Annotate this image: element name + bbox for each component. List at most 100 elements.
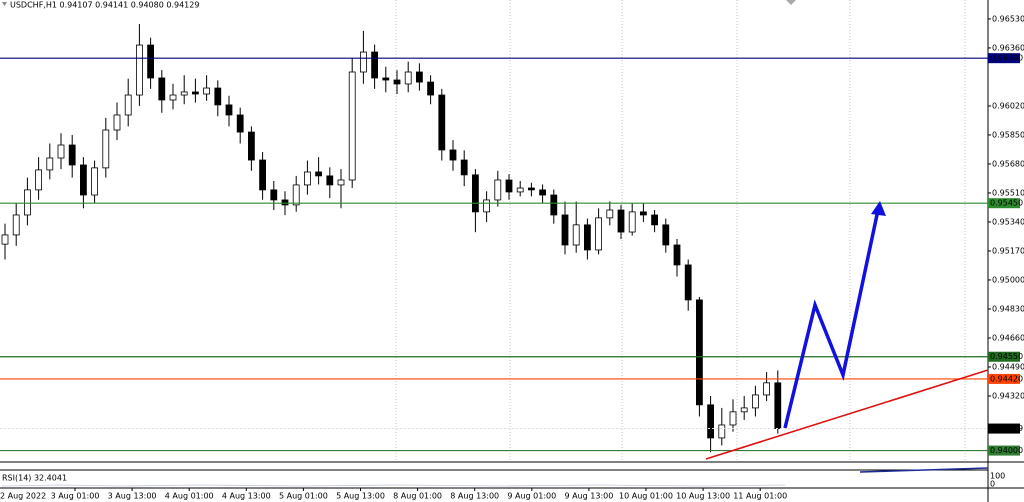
candle-body [561, 214, 569, 246]
candle-body [505, 179, 513, 193]
candle-body [572, 224, 580, 246]
x-tick-label: 9 Aug 13:00 [564, 492, 613, 501]
candle-body [483, 199, 491, 213]
candle-body [740, 407, 748, 413]
candle-body [415, 71, 423, 83]
candle-body [729, 411, 737, 426]
level-tag [988, 351, 1020, 362]
candle-body [303, 171, 311, 186]
rsi-line [1, 484, 786, 487]
projection-arrow [783, 209, 880, 429]
level-tag [988, 198, 1020, 209]
candle-body [281, 199, 289, 206]
x-tick-label: 3 Aug 01:00 [51, 492, 100, 501]
y-tick-label: 0.94660 [992, 333, 1024, 342]
candle-body [91, 167, 98, 196]
candle-body [393, 79, 401, 85]
candle-body [516, 187, 524, 193]
candle-body [427, 81, 435, 96]
candle-body [80, 164, 87, 196]
candle-body [147, 44, 155, 79]
candle-body [651, 214, 658, 226]
candle-body [57, 144, 65, 159]
candle-body [326, 175, 334, 186]
y-tick-label: 0.94830 [992, 304, 1024, 313]
rsi-tick-label: 100 [990, 472, 1005, 481]
candle-body [617, 209, 625, 233]
level-label: 0.96300 [990, 54, 1023, 63]
candle-body [12, 214, 20, 236]
rsi-tick-label: 0 [990, 480, 995, 489]
x-tick-label: 8 Aug 13:00 [450, 492, 499, 501]
x-tick-label: 4 Aug 13:00 [222, 492, 271, 501]
candle-body [494, 179, 502, 201]
candle-body [606, 209, 614, 219]
shift-marker [786, 0, 796, 5]
x-tick-label: 5 Aug 01:00 [279, 492, 328, 501]
candle-body [214, 87, 222, 106]
candle-body [528, 187, 535, 191]
candle-body [102, 129, 110, 169]
trend-line [705, 369, 989, 460]
candle-body [707, 404, 714, 439]
y-tick-label: 0.94490 [992, 362, 1024, 371]
x-tick-label: 11 Aug 01:00 [733, 492, 787, 501]
x-tick-label: 4 Aug 01:00 [165, 492, 214, 501]
candle-body [471, 174, 479, 213]
candle-body [259, 159, 267, 191]
candle-body [113, 114, 121, 131]
y-tick-label: 0.95510 [992, 188, 1024, 197]
candle-body [438, 94, 446, 151]
candle-body [763, 382, 770, 396]
candle-body [584, 224, 591, 251]
level-label: 0.95450 [990, 199, 1023, 208]
candle-body [46, 157, 54, 171]
candle-body [135, 44, 143, 96]
candle-body [460, 159, 468, 176]
symbol-icon [2, 2, 7, 6]
candle-body [315, 171, 323, 177]
level-label: 0.94420 [990, 374, 1023, 383]
rsi-drawing [859, 467, 989, 473]
candle-body [684, 264, 692, 301]
y-tick-label: 0.95340 [992, 217, 1024, 226]
x-tick-label: 10 Aug 01:00 [619, 492, 673, 501]
candle-body [158, 77, 166, 101]
candle-body [225, 104, 233, 116]
candle-body [752, 394, 759, 409]
candle-body [595, 217, 602, 251]
x-tick-label: 9 Aug 01:00 [507, 492, 556, 501]
candle-body [247, 131, 255, 161]
candle-body [640, 211, 647, 216]
y-tick-label: 0.96020 [992, 101, 1024, 110]
y-tick-label: 0.95850 [992, 130, 1024, 139]
candle-body [382, 77, 390, 81]
level-tag [988, 373, 1020, 384]
level-tag [988, 53, 1020, 64]
candle-body [1, 234, 9, 245]
y-tick-label: 0.95680 [992, 159, 1024, 168]
y-tick-label: 0.96530 [992, 14, 1024, 23]
level-label: 0.94000 [990, 446, 1023, 455]
candle-body [35, 169, 42, 191]
y-tick-label: 0.94320 [992, 391, 1024, 400]
candle-body [337, 179, 345, 186]
candle-body [539, 189, 546, 196]
last-price-tag [988, 423, 1020, 434]
candle-body [180, 91, 188, 96]
candle-body [348, 71, 356, 181]
y-tick-label: 0.96360 [992, 43, 1024, 52]
candle-body [292, 184, 300, 206]
candle-body [696, 299, 703, 406]
candle-body [359, 51, 367, 73]
candle-body [550, 194, 558, 216]
candle-body [270, 189, 278, 201]
candle-body [628, 211, 636, 233]
rsi-title: RSI(14) 32.4041 [2, 474, 67, 483]
candle-body [662, 224, 670, 246]
y-tick-label: 0.95000 [992, 275, 1024, 284]
candle-body [203, 87, 211, 95]
candle-body [23, 189, 31, 216]
